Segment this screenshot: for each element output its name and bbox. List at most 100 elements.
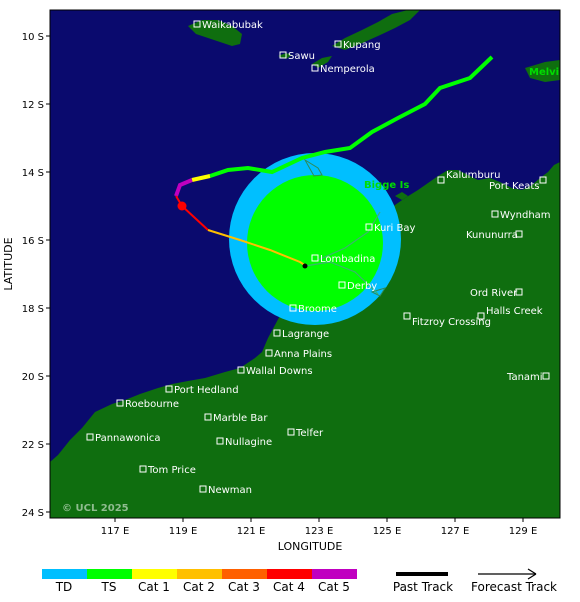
town-roebourne: Roebourne [116,399,179,410]
legend-swatch-cat4 [267,569,312,579]
town-lagrange: Lagrange [273,329,329,340]
australia-landmass [50,162,560,518]
y-tick-label: 16 S [22,236,44,247]
y-tick-label: 14 S [22,168,44,179]
y-tick-label: 12 S [22,100,44,111]
forecast-cone-outline [303,158,387,297]
forecast-track-line [304,211,381,295]
town-halls-creek: Halls Creek [477,306,543,320]
legend-swatch-cat3 [222,569,267,579]
town-label: Broome [298,304,337,315]
x-tick-label: 117 E [101,526,130,537]
legend-swatch-cat2 [177,569,222,579]
town-label: Derby [347,281,377,292]
town-ord-river: Ord River [470,288,523,299]
town-label: Port Keats [489,181,539,192]
current-position-marker [177,201,187,211]
town-wyndham: Wyndham [491,210,551,221]
town-label: Kuri Bay [374,223,415,234]
past-track-legend-label: Past Track [393,580,453,594]
storm-force-radius [247,175,383,311]
legend-label: Cat 4 [273,580,305,594]
town-lombadina: Lombadina [311,254,375,265]
town-label: Waikabubak [202,20,263,31]
intensity-legend: TD TS Cat 1 Cat 2 Cat 3 Cat 4 Cat 5 [42,569,357,594]
past-track-cat2 [207,229,307,267]
town-label: Ord River [470,288,518,299]
arrow-right-icon [527,568,537,580]
town-newman: Newman [199,485,252,496]
x-tick-label: 123 E [305,526,334,537]
past-track-cat5 [174,178,193,197]
legend-label: Cat 5 [318,580,350,594]
past-track-cat1 [191,174,211,182]
town-telfer: Telfer [287,428,324,439]
y-axis-title: LATITUDE [2,237,15,290]
town-label: Pannawonica [95,433,161,444]
legend-label: TD [55,580,73,594]
copyright-notice: © UCL 2025 [62,503,129,514]
y-tick-label: 22 S [22,440,44,451]
town-label: Kalumburu [446,170,501,181]
timor-island [332,10,420,50]
y-tick-label: 10 S [22,32,44,43]
y-tick-label: 18 S [22,304,44,315]
x-tick-label: 121 E [237,526,266,537]
town-label: Marble Bar [213,413,268,424]
past-track-ts [209,55,494,178]
x-tick-label: 127 E [441,526,470,537]
legend-swatch-cat1 [132,569,177,579]
town-marble-bar: Marble Bar [204,413,268,424]
town-label: Kupang [343,40,381,51]
legend-swatch-ts [87,569,132,579]
town-label: Lagrange [282,329,329,340]
town-label: Nullagine [225,437,272,448]
town-sawu: Sawu [279,51,315,62]
town-label: Roebourne [125,399,179,410]
town-nemperola: Nemperola [311,64,375,75]
town-fitzroy-crossing: Fitzroy Crossing [403,312,491,328]
town-label: Port Hedland [174,385,239,396]
town-label: Wallal Downs [246,366,313,377]
town-label: Nemperola [320,64,375,75]
town-kununurra: Kununurra [466,230,523,241]
town-port-hedland: Port Hedland [165,385,239,396]
legend-label: Cat 2 [183,580,215,594]
town-kalumburu: Kalumburu [437,170,501,184]
past-track-cat4 [175,195,209,231]
y-tick-label: 24 S [22,508,44,519]
town-anna-plains: Anna Plains [265,349,332,360]
town-port-keats: Port Keats [489,176,547,192]
legend-swatch-cat5 [312,569,357,579]
legend-label: Cat 3 [228,580,260,594]
legend-label: Cat 1 [138,580,170,594]
x-tick-label: 119 E [169,526,198,537]
town-kuri-bay: Kuri Bay [365,223,415,234]
sawu-island [278,53,292,59]
town-label: Wyndham [500,210,551,221]
map-frame [49,9,561,519]
x-axis-title: LONGITUDE [278,540,343,553]
town-broome: Broome [289,304,337,315]
town-label: Sawu [288,51,315,62]
x-tick-label: 125 E [373,526,402,537]
town-label: Telfer [295,428,324,439]
town-label: Tom Price [147,465,196,476]
storm-center-marker [302,263,308,269]
town-label: Lombadina [320,254,375,265]
legend-swatch-td [42,569,87,579]
region-label-melville: Melvi [529,67,559,78]
region-label-bigge-island: Bigge Is [364,180,409,191]
town-tanami: Tanami [506,372,550,383]
bigge-island [395,192,408,200]
town-waikabubak: Waikabubak [193,20,263,31]
town-label: Kununurra [466,230,518,241]
forecast-track-legend-label: Forecast Track [471,580,557,594]
town-nullagine: Nullagine [216,437,272,448]
y-tick-label: 20 S [22,372,44,383]
sumba-island [188,20,242,46]
x-tick-label: 129 E [509,526,538,537]
town-label: Anna Plains [274,349,332,360]
town-label: Tanami [506,372,543,383]
